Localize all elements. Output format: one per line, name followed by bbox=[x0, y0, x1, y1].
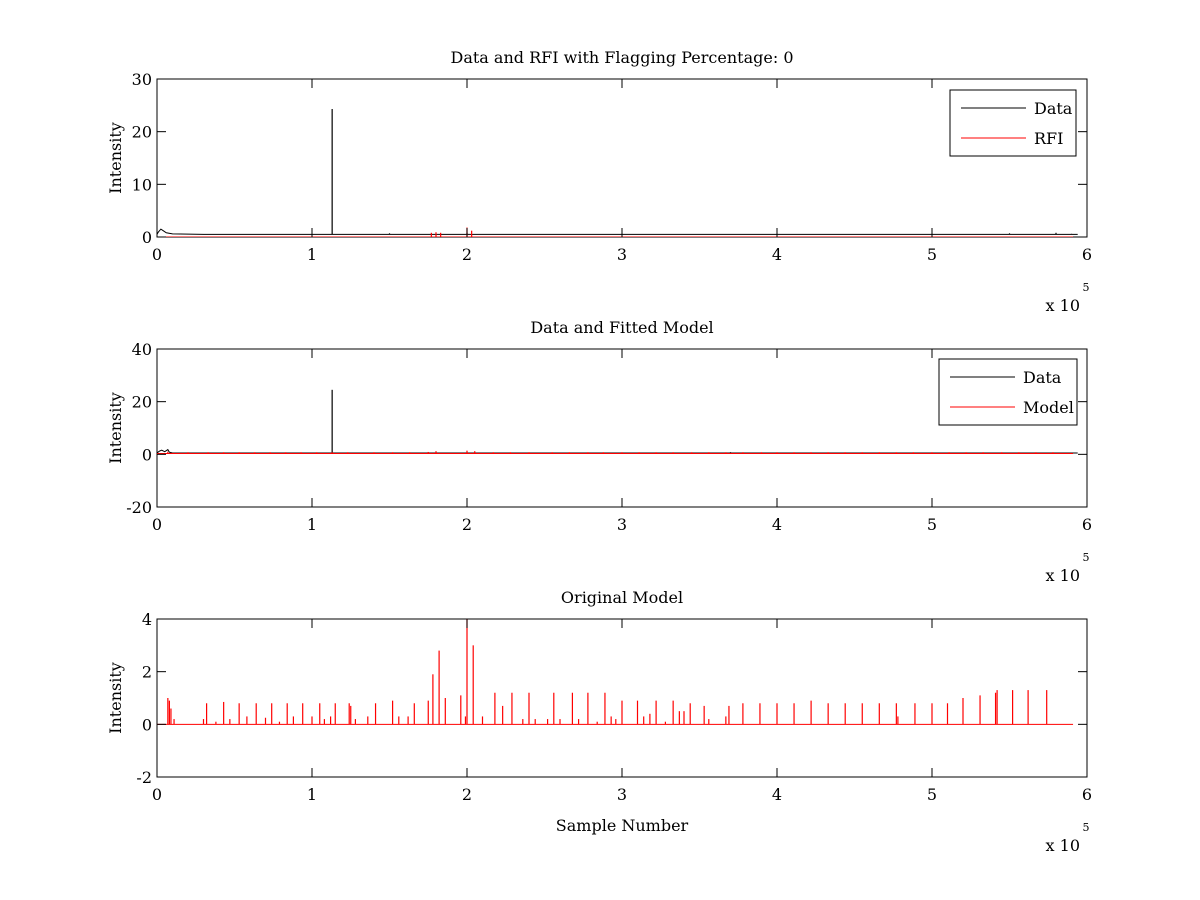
y-tick-label: 0 bbox=[142, 228, 152, 247]
chart-title: Data and Fitted Model bbox=[530, 318, 713, 337]
axes-frame bbox=[156, 348, 1088, 508]
legend: Data RFI bbox=[949, 89, 1077, 157]
legend-label-rfi: RFI bbox=[1034, 129, 1063, 148]
y-tick-label: 20 bbox=[132, 123, 152, 142]
x-exponent-base: x 10 bbox=[1046, 296, 1080, 315]
x-tick-label: 0 bbox=[152, 245, 162, 264]
x-tick-label: 3 bbox=[617, 515, 627, 534]
x-tick-label: 2 bbox=[462, 785, 472, 804]
legend-box bbox=[938, 358, 1078, 426]
x-exponent-power: 5 bbox=[1083, 281, 1090, 294]
series-data-line bbox=[157, 448, 1078, 454]
x-tick-label: 6 bbox=[1082, 785, 1092, 804]
legend: Data Model bbox=[938, 358, 1078, 426]
y-tick-label: -20 bbox=[126, 498, 152, 517]
y-tick-label: 2 bbox=[142, 663, 152, 682]
legend-box bbox=[949, 89, 1077, 157]
y-axis-label: Intensity bbox=[106, 122, 125, 194]
x-tick-label: 0 bbox=[152, 515, 162, 534]
x-exponent-power: 5 bbox=[1083, 821, 1090, 834]
y-axis-label: Intensity bbox=[106, 662, 125, 734]
x-tick-label: 1 bbox=[307, 245, 317, 264]
y-axis-label: Intensity bbox=[106, 392, 125, 464]
series-data-line bbox=[157, 228, 1078, 235]
y-tick-label: 40 bbox=[132, 340, 152, 359]
x-tick-label: 2 bbox=[462, 245, 472, 264]
x-exponent-power: 5 bbox=[1083, 551, 1090, 564]
x-tick-label: 5 bbox=[927, 245, 937, 264]
x-tick-label: 4 bbox=[772, 515, 782, 534]
y-tick-label: -2 bbox=[136, 768, 152, 787]
chart-title: Data and RFI with Flagging Percentage: 0 bbox=[450, 48, 793, 67]
x-exponent-base: x 10 bbox=[1046, 836, 1080, 855]
y-tick-label: 10 bbox=[132, 175, 152, 194]
subplot-1: 0 1 2 3 4 5 6 0 10 20 30 Data and RFI with Flagging… bbox=[106, 48, 1092, 315]
y-tick-label: 0 bbox=[142, 445, 152, 464]
x-exponent-base: x 10 bbox=[1046, 566, 1080, 585]
x-tick-label: 2 bbox=[462, 515, 472, 534]
y-tick-label: 30 bbox=[132, 70, 152, 89]
axes-frame bbox=[156, 618, 1088, 778]
plot-area bbox=[157, 389, 1078, 455]
x-tick-label: 6 bbox=[1082, 515, 1092, 534]
x-tick-label: 3 bbox=[617, 245, 627, 264]
axes-frame bbox=[156, 78, 1088, 238]
x-tick-label: 4 bbox=[772, 785, 782, 804]
x-tick-label: 1 bbox=[307, 785, 317, 804]
x-tick-label: 4 bbox=[772, 245, 782, 264]
y-tick-label: 20 bbox=[132, 393, 152, 412]
plot-area bbox=[157, 619, 1074, 725]
chart-title: Original Model bbox=[561, 588, 683, 607]
x-axis-label: Sample Number bbox=[556, 816, 689, 835]
x-tick-label: 3 bbox=[617, 785, 627, 804]
x-tick-label: 6 bbox=[1082, 245, 1092, 264]
y-tick-label: 0 bbox=[142, 715, 152, 734]
x-tick-label: 1 bbox=[307, 515, 317, 534]
y-tick-label: 4 bbox=[142, 610, 152, 629]
legend-label-data: Data bbox=[1034, 99, 1073, 118]
x-tick-label: 5 bbox=[927, 515, 937, 534]
legend-label-model: Model bbox=[1023, 398, 1074, 417]
x-tick-label: 0 bbox=[152, 785, 162, 804]
x-tick-label: 5 bbox=[927, 785, 937, 804]
legend-label-data: Data bbox=[1023, 368, 1062, 387]
